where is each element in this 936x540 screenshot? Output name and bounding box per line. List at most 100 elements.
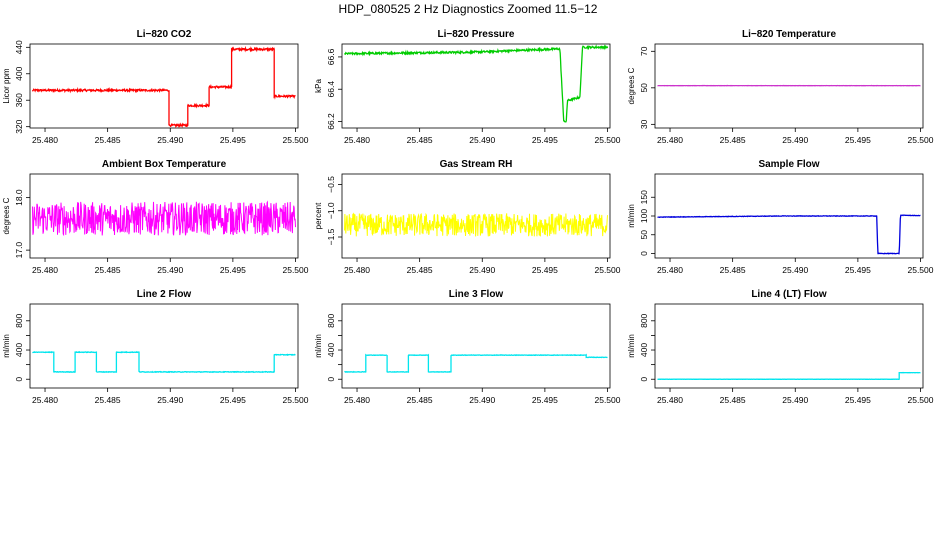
y-tick-label: −1.5 [326,228,336,245]
x-tick-label: 25.490 [157,265,183,275]
y-axis-label: ml/min [2,334,11,358]
x-tick-label: 25.485 [720,135,746,145]
x-tick-label: 25.480 [32,135,58,145]
x-tick-label: 25.495 [845,135,871,145]
series-line [343,44,609,123]
y-tick-label: 66.6 [326,48,336,65]
x-tick-label: 25.480 [344,395,370,405]
x-tick-label: 25.485 [95,135,121,145]
x-tick-label: 25.500 [594,395,620,405]
chart-title: Line 4 (LT) Flow [751,289,827,300]
page-title: HDP_080525 2 Hz Diagnostics Zoomed 11.5−… [338,2,598,16]
plot-frame [341,303,611,389]
plot-frame [654,43,924,129]
y-axis-label: degrees C [627,67,636,104]
y-tick-label: 0 [639,377,649,382]
y-axis-label: degrees C [2,197,11,234]
y-tick-label: 320 [14,119,24,133]
x-tick-label: 25.495 [220,265,246,275]
y-tick-label: 70 [639,46,649,56]
series-line [32,350,296,374]
plot-frame [29,43,299,129]
y-axis-label: Licor ppm [2,68,11,103]
x-tick-label: 25.490 [469,395,495,405]
x-tick-label: 25.500 [282,395,308,405]
x-tick-label: 25.495 [845,395,871,405]
x-tick-label: 25.490 [469,265,495,275]
x-tick-label: 25.500 [594,135,620,145]
y-tick-label: 400 [14,66,24,80]
y-tick-label: 100 [639,209,649,223]
x-tick-label: 25.485 [720,265,746,275]
x-tick-label: 25.480 [657,395,683,405]
series-line [344,212,608,237]
x-tick-label: 25.495 [532,265,558,275]
x-tick-label: 25.495 [220,135,246,145]
x-tick-label: 25.500 [282,265,308,275]
y-tick-label: 150 [639,190,649,204]
series-line [344,353,608,374]
x-tick-label: 25.500 [907,395,933,405]
series-line [32,200,296,237]
x-tick-label: 25.485 [407,265,433,275]
y-tick-label: 0 [14,377,24,382]
x-tick-label: 25.480 [32,265,58,275]
x-tick-label: 25.485 [95,265,121,275]
plot-frame [29,303,299,389]
chart-title: Li−820 CO2 [137,29,192,40]
y-tick-label: 0 [639,251,649,256]
chart-title: Line 2 Flow [137,289,192,300]
plot-frame [341,173,611,259]
x-tick-label: 25.485 [720,395,746,405]
series-line [657,371,921,380]
y-tick-label: 30 [639,119,649,129]
y-tick-label: −1.0 [326,202,336,219]
y-tick-label: 360 [14,93,24,107]
x-tick-label: 25.480 [344,265,370,275]
plot-frame [29,173,299,259]
x-tick-label: 25.500 [282,135,308,145]
x-tick-label: 25.480 [657,265,683,275]
chart-title: Li−820 Pressure [438,29,515,40]
x-tick-label: 25.490 [469,135,495,145]
y-tick-label: 800 [639,313,649,327]
x-tick-label: 25.480 [32,395,58,405]
x-tick-label: 25.485 [407,395,433,405]
y-tick-label: 0 [326,377,336,382]
x-tick-label: 25.485 [407,135,433,145]
series-line [31,45,296,129]
y-axis-label: ml/min [627,334,636,358]
chart-title: Gas Stream RH [440,159,513,170]
y-tick-label: 440 [14,40,24,54]
x-tick-label: 25.495 [532,395,558,405]
chart-title: Li−820 Temperature [742,29,836,40]
y-tick-label: 66.4 [326,81,336,98]
x-tick-label: 25.485 [95,395,121,405]
x-tick-label: 25.490 [782,135,808,145]
y-tick-label: 50 [639,230,649,240]
y-tick-label: 66.2 [326,113,336,130]
x-tick-label: 25.490 [157,135,183,145]
y-axis-label: kPa [314,79,323,93]
y-tick-label: 400 [326,343,336,357]
chart-title: Sample Flow [758,159,819,170]
y-tick-label: 50 [639,83,649,93]
x-tick-label: 25.495 [532,135,558,145]
x-tick-label: 25.500 [594,265,620,275]
chart-title: Line 3 Flow [449,289,504,300]
x-tick-label: 25.490 [782,395,808,405]
x-tick-label: 25.480 [344,135,370,145]
plot-frame [341,43,611,129]
chart-title: Ambient Box Temperature [102,159,227,170]
y-tick-label: 17.0 [14,242,24,259]
y-axis-label: ml/min [314,334,323,358]
x-tick-label: 25.495 [220,395,246,405]
y-tick-label: 18.0 [14,189,24,206]
y-axis-label: percent [314,202,323,229]
x-tick-label: 25.500 [907,135,933,145]
x-tick-label: 25.500 [907,265,933,275]
y-tick-label: 800 [326,313,336,327]
x-tick-label: 25.480 [657,135,683,145]
y-axis-label: ml/min [627,204,636,228]
